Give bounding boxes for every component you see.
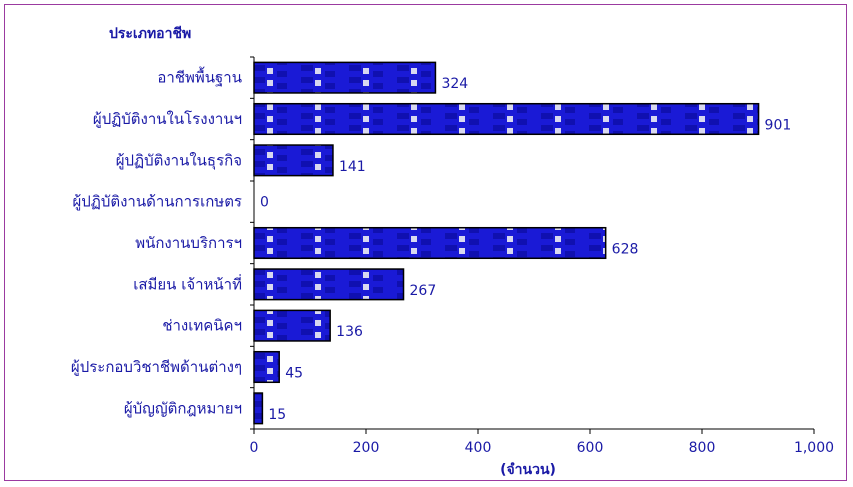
bar: [253, 268, 405, 301]
category-label: ผู้ปฏิบัติงานในธุรกิจ: [116, 151, 242, 170]
bars-layer: [253, 61, 760, 425]
axis-layer: อาชีพพื้นฐาน 324 ผู้ปฏิบัติงานในโรงงานฯ 901…: [71, 56, 834, 456]
bar: [253, 226, 607, 260]
x-tick-label: 200: [353, 440, 380, 456]
bar-chart: ประเภทอาชีพ อาชีพพื้นฐาน 324 ผู้ปฏิบัติงาน…: [71, 26, 834, 478]
value-label: 15: [268, 407, 286, 423]
category-label: ผู้ปฏิบัติงานในโรงงานฯ: [93, 110, 242, 128]
x-axis-title: (จำนวน): [500, 462, 556, 478]
category-label: เสมียน เจ้าหน้าที่: [133, 273, 242, 293]
chart-frame: ประเภทอาชีพ อาชีพพื้นฐาน 324 ผู้ปฏิบัติงาน…: [4, 4, 847, 481]
value-label: 136: [336, 324, 363, 340]
x-tick-label: 400: [465, 440, 492, 456]
bar: [253, 309, 331, 342]
value-label: 267: [410, 283, 437, 299]
x-tick-label: 800: [689, 440, 716, 456]
x-tick-label: 0: [250, 440, 259, 456]
category-label: อาชีพพื้นฐาน: [157, 67, 242, 87]
bar: [253, 392, 264, 425]
bar: [253, 61, 437, 94]
bar: [253, 144, 334, 177]
category-label: ช่างเทคนิคฯ: [162, 317, 242, 335]
value-label: 324: [441, 76, 468, 92]
category-label: ผู้ประกอบวิชาชีพด้านต่างๆ: [71, 358, 242, 376]
value-label: 901: [765, 118, 792, 134]
value-label: 0: [260, 195, 269, 211]
bar: [253, 350, 280, 384]
value-label: 45: [285, 366, 303, 382]
category-label: พนักงานบริการฯ: [135, 234, 242, 252]
chart-title: ประเภทอาชีพ: [109, 26, 191, 42]
x-tick-label: 1,000: [794, 440, 834, 456]
category-label: ผู้บัญญัติกฎหมายฯ: [124, 399, 242, 417]
value-label: 628: [612, 242, 639, 258]
x-tick-label: 600: [577, 440, 604, 456]
category-label: ผู้ปฏิบัติงานด้านการเกษตร: [72, 193, 242, 211]
value-label: 141: [339, 159, 366, 175]
bar: [253, 102, 760, 136]
